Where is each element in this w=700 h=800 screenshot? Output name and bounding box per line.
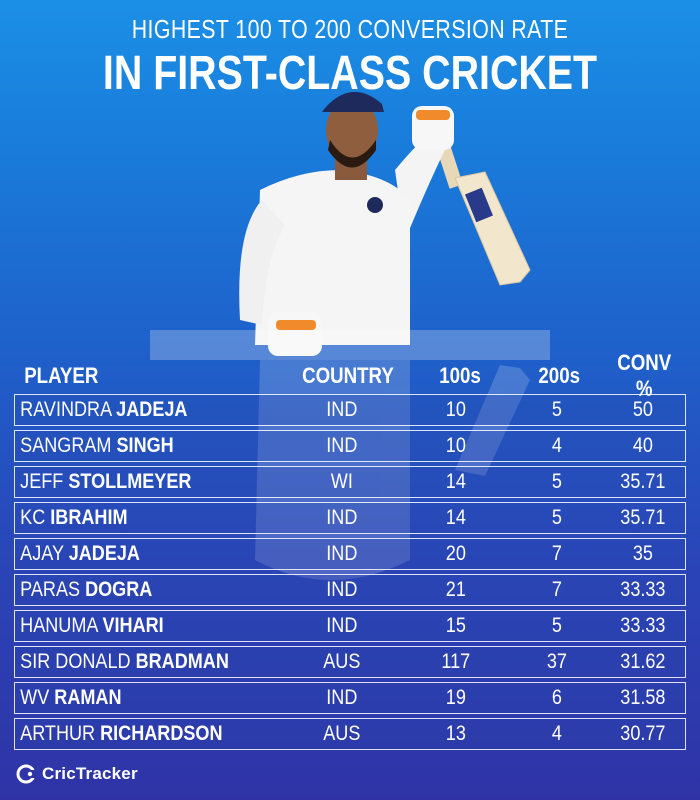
hundreds-cell: 14 [445, 506, 466, 529]
table-row: HANUMA VIHARI IND 15 5 33.33 [14, 610, 686, 642]
table-row: RAVINDRA JADEJA IND 10 5 50 [14, 394, 686, 426]
country-cell: IND [326, 542, 358, 565]
player-first-name: KC [20, 506, 46, 529]
table-body: RAVINDRA JADEJA IND 10 5 50 SANGRAM SINGH IND 1… [14, 394, 686, 750]
country-cell: IND [326, 614, 358, 637]
player-name: RAVINDRA JADEJA [15, 398, 247, 422]
table-row: WV RAMAN IND 19 6 31.58 [14, 682, 686, 714]
table-row: AJAY JADEJA IND 20 7 35 [14, 538, 686, 570]
double-hundreds-cell: 4 [551, 434, 562, 457]
player-first-name: ARTHUR [20, 722, 96, 745]
conversion-cell: 33.33 [620, 614, 666, 637]
conversion-cell: 31.62 [620, 650, 666, 673]
player-name: JEFF STOLLMEYER [15, 470, 247, 494]
double-hundreds-cell: 4 [551, 722, 562, 745]
player-first-name: PARAS [20, 578, 81, 601]
hundreds-cell: 117 [441, 650, 471, 673]
conversion-cell: 30.77 [620, 722, 666, 745]
hundreds-cell: 15 [445, 614, 466, 637]
hundreds-cell: 19 [445, 686, 466, 709]
player-first-name: WV [20, 686, 50, 709]
country-cell: AUS [323, 650, 361, 673]
player-first-name: SIR DONALD [20, 650, 131, 673]
page-title: IN FIRST-CLASS CRICKET [102, 47, 598, 100]
player-first-name: AJAY [20, 542, 64, 565]
player-last-name: JADEJA [116, 398, 188, 421]
double-hundreds-cell: 6 [551, 686, 562, 709]
hundreds-cell: 21 [445, 578, 466, 601]
conversion-cell: 35 [633, 542, 654, 565]
player-name: SANGRAM SINGH [15, 434, 247, 458]
player-name: WV RAMAN [15, 686, 247, 710]
hundreds-cell: 10 [445, 398, 466, 421]
column-header-conv: CONV % [617, 350, 672, 401]
player-name: SIR DONALD BRADMAN [15, 650, 247, 674]
crictracker-logo-icon [16, 764, 36, 784]
player-last-name: BRADMAN [135, 650, 229, 673]
double-hundreds-cell: 7 [551, 542, 562, 565]
table-row: SANGRAM SINGH IND 10 4 40 [14, 430, 686, 462]
player-last-name: RICHARDSON [100, 722, 223, 745]
player-last-name: SINGH [116, 434, 174, 457]
country-cell: IND [326, 506, 358, 529]
player-first-name: RAVINDRA [20, 398, 112, 421]
country-cell: IND [326, 398, 358, 421]
column-header-200s: 200s [538, 363, 581, 388]
crictracker-logo: CricTracker [16, 764, 138, 784]
player-name: ARTHUR RICHARDSON [15, 722, 247, 746]
player-name: HANUMA VIHARI [15, 614, 247, 638]
double-hundreds-cell: 37 [546, 650, 567, 673]
column-header-player: PLAYER [24, 363, 99, 388]
double-hundreds-cell: 7 [551, 578, 562, 601]
hundreds-cell: 10 [445, 434, 466, 457]
table-row: JEFF STOLLMEYER WI 14 5 35.71 [14, 466, 686, 498]
table-row: SIR DONALD BRADMAN AUS 117 37 31.62 [14, 646, 686, 678]
conversion-cell: 50 [633, 398, 654, 421]
column-header-100s: 100s [439, 363, 481, 388]
double-hundreds-cell: 5 [551, 506, 562, 529]
country-cell: IND [326, 434, 358, 457]
player-last-name: JADEJA [68, 542, 140, 565]
column-header-country: COUNTRY [302, 363, 395, 388]
player-last-name: VIHARI [102, 614, 164, 637]
cricket-bat-icon [431, 127, 531, 286]
country-cell: IND [326, 686, 358, 709]
player-last-name: STOLLMEYER [68, 470, 192, 493]
double-hundreds-cell: 5 [551, 470, 562, 493]
logo-text: CricTracker [42, 764, 138, 783]
player-first-name: SANGRAM [20, 434, 112, 457]
batting-glove-icon [412, 106, 454, 150]
conversion-cell: 35.71 [620, 506, 666, 529]
double-hundreds-cell: 5 [551, 398, 562, 421]
player-last-name: DOGRA [85, 578, 153, 601]
page-subtitle: HIGHEST 100 TO 200 CONVERSION RATE [131, 14, 569, 44]
conversion-cell: 40 [633, 434, 654, 457]
conversion-cell: 35.71 [620, 470, 666, 493]
hundreds-cell: 20 [445, 542, 466, 565]
player-last-name: RAMAN [54, 686, 122, 709]
country-cell: AUS [323, 722, 361, 745]
player-name: AJAY JADEJA [15, 542, 247, 566]
hundreds-cell: 13 [445, 722, 466, 745]
hundreds-cell: 14 [445, 470, 466, 493]
player-last-name: IBRAHIM [50, 506, 128, 529]
country-cell: IND [326, 578, 358, 601]
player-name: PARAS DOGRA [15, 578, 247, 602]
conversion-cell: 31.58 [620, 686, 666, 709]
player-first-name: JEFF [20, 470, 64, 493]
table-header: PLAYER COUNTRY 100s 200s CONV % [14, 350, 686, 401]
player-name: KC IBRAHIM [15, 506, 247, 530]
conversion-cell: 33.33 [620, 578, 666, 601]
player-first-name: HANUMA [20, 614, 98, 637]
table-row: PARAS DOGRA IND 21 7 33.33 [14, 574, 686, 606]
table-row: KC IBRAHIM IND 14 5 35.71 [14, 502, 686, 534]
table-row: ARTHUR RICHARDSON AUS 13 4 30.77 [14, 718, 686, 750]
batting-glove-icon-left [268, 312, 322, 356]
double-hundreds-cell: 5 [551, 614, 562, 637]
country-cell: WI [330, 470, 354, 493]
stats-table: PLAYER COUNTRY 100s 200s CONV % RAVINDRA… [14, 350, 686, 754]
